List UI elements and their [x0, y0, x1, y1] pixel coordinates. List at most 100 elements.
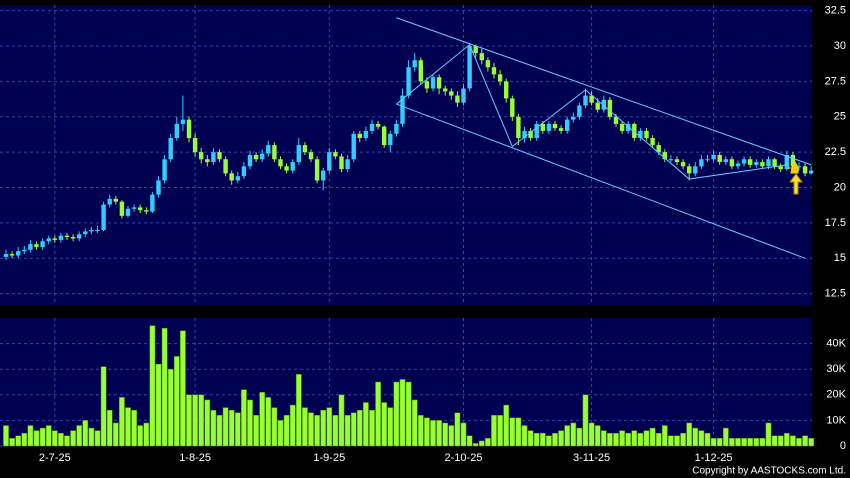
candle-body	[443, 88, 448, 92]
volume-bar	[9, 438, 15, 447]
volume-bar	[753, 438, 760, 447]
volume-bar	[472, 443, 479, 447]
candle-body	[693, 166, 698, 174]
volume-bar	[76, 425, 83, 447]
volume-bar	[448, 425, 455, 447]
volume-bar	[161, 327, 168, 447]
volume-bar	[460, 422, 467, 447]
candle-body	[144, 210, 149, 212]
candle-body	[388, 133, 393, 146]
trend-line	[396, 17, 812, 166]
candle-body	[680, 162, 686, 167]
y-tick-label: 20	[834, 181, 846, 193]
candle-body	[327, 152, 332, 171]
volume-bar	[552, 432, 558, 447]
candle-body	[565, 119, 570, 131]
volume-bar	[155, 363, 162, 447]
volume-bar	[180, 330, 186, 447]
volume-bar	[710, 438, 717, 447]
volume-bar	[112, 422, 119, 447]
candle-body	[162, 159, 167, 181]
candle-body	[95, 230, 100, 231]
volume-bar	[45, 425, 52, 447]
volume-bar	[631, 430, 638, 447]
volume-bar	[320, 409, 327, 447]
volume-bar	[131, 409, 137, 447]
volume-bar	[198, 394, 205, 447]
volume-bar	[411, 399, 418, 447]
candle-body	[16, 251, 21, 256]
candle-body	[455, 95, 460, 103]
volume-bar	[680, 432, 686, 447]
candle-body	[577, 105, 582, 117]
candle-body	[778, 166, 783, 170]
candle-body	[412, 60, 417, 68]
volume-bar	[485, 438, 491, 447]
volume-bar	[137, 425, 144, 447]
candle-body	[528, 130, 533, 139]
volume-bar	[558, 430, 564, 447]
volume-bar	[546, 435, 552, 447]
x-tick-label: 1-12-25	[695, 452, 733, 464]
volume-bar	[539, 432, 546, 447]
candle-body	[308, 152, 314, 160]
volume-bar	[491, 415, 497, 447]
volume-bar	[436, 420, 442, 447]
volume-bar	[338, 394, 345, 447]
candle-body	[424, 81, 430, 89]
volume-bar	[308, 412, 314, 447]
volume-bar	[600, 430, 607, 447]
candle-body	[9, 254, 15, 256]
volume-bar	[497, 415, 503, 447]
candle-body	[296, 145, 301, 163]
candle-body	[156, 180, 161, 195]
candle-body	[199, 152, 204, 160]
y2-tick-label: 0	[840, 440, 846, 452]
volume-bar	[100, 366, 107, 447]
arrow-icon	[788, 161, 799, 174]
volume-bar	[326, 407, 333, 447]
candle-body	[485, 60, 491, 68]
candle-body	[260, 153, 265, 160]
candle-body	[83, 231, 88, 235]
candle-body	[687, 166, 692, 174]
candle-body	[418, 60, 423, 82]
volume-bar	[143, 422, 150, 447]
y2-tick-label: 10K	[826, 414, 846, 426]
volume-bar	[576, 427, 583, 447]
candle-body	[668, 159, 674, 161]
trend-line	[396, 43, 787, 180]
candle-body	[40, 241, 45, 247]
y-tick-label: 32.5	[825, 5, 846, 17]
candle-body	[583, 95, 588, 106]
candle-body	[674, 159, 680, 163]
candle-body	[180, 119, 186, 124]
volume-bar	[582, 394, 589, 447]
candle-body	[504, 81, 509, 99]
volume-bar	[15, 435, 22, 447]
volume-bar	[222, 407, 229, 447]
candle-body	[89, 230, 94, 232]
candle-body	[229, 173, 234, 181]
y2-tick-label: 30K	[826, 363, 846, 375]
volume-bar	[637, 432, 644, 447]
volume-bar	[777, 435, 784, 447]
candle-body	[723, 159, 728, 163]
candle-body	[595, 102, 600, 110]
volume-bar	[661, 425, 668, 447]
volume-bar	[88, 427, 95, 447]
candle-body	[345, 159, 350, 170]
candle-body	[357, 133, 362, 139]
volume-bar	[478, 440, 485, 447]
candle-body	[546, 123, 552, 131]
volume-bar	[314, 415, 320, 447]
candle-body	[717, 155, 722, 163]
volume-bar	[686, 422, 693, 447]
candle-body	[113, 198, 118, 202]
volume-bar	[722, 427, 729, 447]
volume-bar	[729, 438, 735, 447]
candle-body	[754, 162, 759, 165]
candle-body	[516, 116, 521, 139]
candle-body	[699, 159, 704, 167]
x-tick-label: 2-10-25	[445, 452, 483, 464]
